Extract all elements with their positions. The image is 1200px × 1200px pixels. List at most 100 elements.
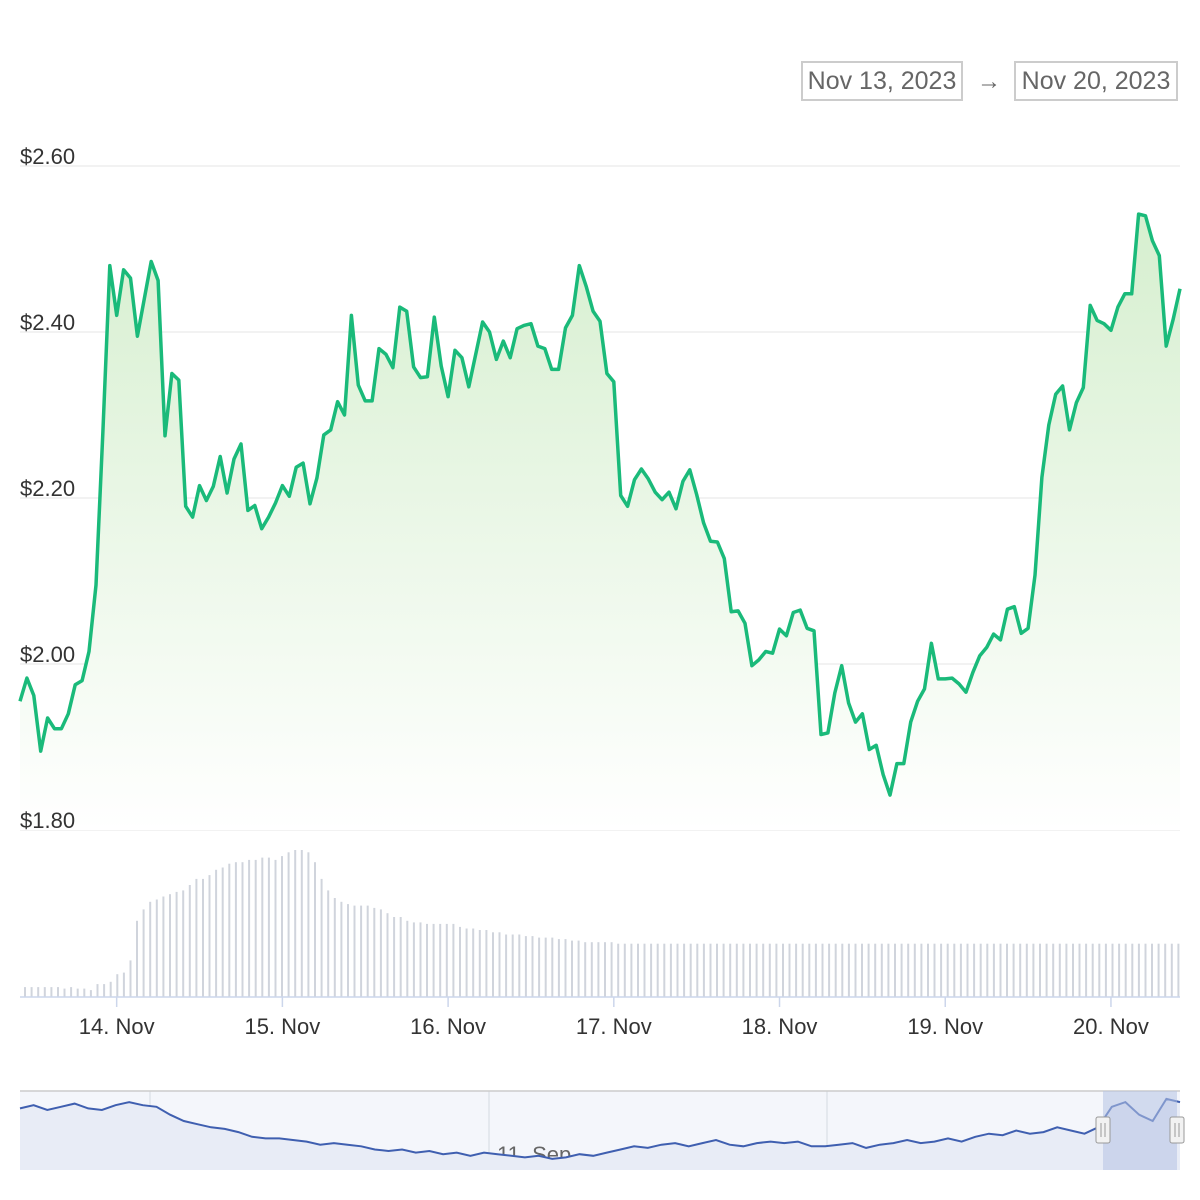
volume-bar: [854, 943, 857, 997]
volume-bar: [459, 926, 461, 997]
volume-bar: [735, 943, 738, 997]
volume-bar: [294, 850, 297, 997]
volume-bar: [1045, 943, 1048, 997]
volume-bar: [267, 857, 270, 997]
volume-bar: [136, 920, 138, 997]
volume-bar: [1039, 943, 1041, 997]
volume-bar: [630, 943, 633, 997]
navigator-handle[interactable]: [1169, 1116, 1185, 1144]
y-tick-label: $2.60: [20, 144, 75, 169]
volume-bar: [1085, 943, 1088, 997]
volume-bar: [182, 890, 185, 997]
volume-bar: [1177, 943, 1180, 997]
volume-bar: [89, 990, 92, 997]
volume-bar: [702, 943, 705, 997]
volume-bar: [195, 878, 198, 997]
volume-bar: [96, 984, 99, 997]
volume-bar: [729, 943, 732, 997]
volume-bar: [412, 922, 415, 997]
y-tick-label: $2.20: [20, 476, 75, 501]
volume-bar: [755, 943, 758, 997]
volume-bar: [485, 930, 488, 997]
volume-bar: [307, 852, 310, 997]
volume-bar: [1104, 943, 1107, 997]
volume-bar: [847, 943, 850, 997]
volume-bar: [1157, 943, 1160, 997]
volume-bar: [663, 943, 666, 997]
volume-bar: [617, 943, 620, 997]
volume-bar: [261, 857, 264, 997]
volume-bar: [208, 875, 211, 997]
volume-bar: [300, 850, 303, 997]
volume-bar: [1025, 943, 1028, 997]
volume-bar: [814, 943, 817, 997]
volume-bar: [940, 943, 943, 997]
navigator-selection[interactable]: [1103, 1091, 1177, 1170]
volume-bar: [122, 972, 125, 997]
volume-bar: [1019, 943, 1022, 997]
volume-bar: [867, 943, 870, 997]
volume-bar: [788, 943, 791, 997]
volume-bar: [202, 878, 204, 997]
volume-bar: [103, 984, 106, 997]
volume-bar: [1012, 943, 1015, 997]
volume-bar: [808, 943, 811, 997]
range-from-input[interactable]: Nov 13, 2023: [801, 61, 963, 101]
volume-bar: [795, 943, 798, 997]
volume-bar: [439, 923, 442, 997]
volume-bar: [643, 943, 646, 997]
volume-bar: [498, 932, 501, 997]
volume-bar: [83, 988, 86, 997]
volume-bar: [274, 859, 277, 997]
volume-bar: [1137, 943, 1140, 997]
volume-bar: [169, 894, 171, 997]
volume-bar: [386, 913, 389, 997]
volume-bar: [986, 943, 989, 997]
volume-bar: [821, 943, 824, 997]
volume-bar: [340, 901, 343, 997]
volume-bar: [1065, 943, 1068, 997]
navigator[interactable]: 7. Aug11. Sep16. Oct: [19, 1090, 1185, 1170]
x-tick-label: 14. Nov: [79, 1014, 155, 1039]
volume-bar: [327, 890, 330, 997]
x-tick-label: 16. Nov: [410, 1014, 486, 1039]
volume-bar: [254, 859, 257, 997]
volume-bar: [1098, 943, 1101, 997]
volume-bar: [749, 943, 751, 997]
volume-bar: [1111, 943, 1114, 997]
navigator-area: [20, 1098, 1180, 1170]
volume-bar: [76, 988, 79, 997]
volume-bar: [623, 943, 626, 997]
volume-bar: [426, 923, 428, 997]
volume-bar: [155, 899, 158, 997]
volume-bar: [894, 943, 896, 997]
volume-bar: [50, 987, 53, 997]
volume-bar: [907, 943, 910, 997]
volume-bar: [1144, 943, 1147, 997]
volume-bar: [406, 920, 409, 997]
volume-bar: [874, 943, 877, 997]
volume-bar: [393, 917, 396, 997]
navigator-line: [19, 1097, 1181, 1160]
volume-bar: [1078, 943, 1081, 997]
volume-bar: [992, 943, 995, 997]
volume-bar: [538, 937, 541, 997]
volume-bar: [149, 901, 152, 997]
volume-bar: [333, 898, 336, 997]
volume-bar: [564, 939, 567, 997]
range-to-input[interactable]: Nov 20, 2023: [1014, 61, 1178, 101]
volume-bar: [709, 943, 712, 997]
volume-bar: [953, 943, 956, 997]
volume-bar: [1058, 943, 1061, 997]
navigator-handle[interactable]: [1095, 1116, 1111, 1144]
x-tick-label: 17. Nov: [576, 1014, 652, 1039]
volume-bar: [287, 852, 290, 997]
volume-bar: [920, 943, 923, 997]
volume-bar: [887, 943, 890, 997]
volume-bar: [1124, 943, 1127, 997]
volume-bar: [452, 923, 455, 997]
volume-bar: [669, 943, 672, 997]
x-axis: 14. Nov 15. Nov 16. Nov 17. Nov 18. Nov 19. N…: [20, 996, 1180, 1039]
volume-bar: [30, 987, 33, 997]
